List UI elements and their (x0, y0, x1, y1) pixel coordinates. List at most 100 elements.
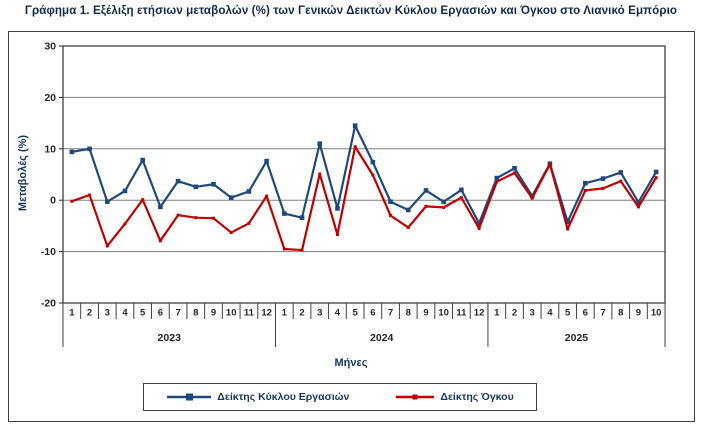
legend-label-turnover: Δείκτης Κύκλου Εργασιών (217, 391, 350, 403)
data-point-marker (583, 188, 587, 192)
series-line-volume (71, 145, 658, 252)
month-tick-label: 5 (140, 308, 146, 319)
year-label: 2024 (370, 332, 394, 344)
data-point-marker (459, 196, 463, 200)
data-point-marker (353, 145, 357, 149)
data-point-marker (282, 211, 287, 216)
data-point-marker (476, 221, 482, 226)
data-point-marker (123, 222, 127, 226)
x-axis-title: Μήνες (334, 357, 368, 369)
data-point-marker (158, 239, 162, 243)
plot-border (62, 45, 666, 304)
data-point-marker (565, 219, 570, 225)
y-tick-label: 10 (44, 143, 56, 155)
month-tick-label: 12 (261, 308, 272, 319)
data-point-marker (371, 173, 375, 177)
data-point-marker (424, 204, 428, 208)
month-tick-label: 9 (211, 308, 216, 319)
y-axis-title: Μεταβολές (%) (17, 134, 29, 212)
data-point-marker (211, 181, 216, 187)
volume-line-marker-icon (396, 394, 435, 400)
data-point-marker (193, 184, 199, 190)
year-label: 2025 (565, 332, 589, 344)
data-point-marker (318, 172, 322, 176)
data-point-marker (389, 214, 393, 218)
data-point-marker (566, 227, 570, 231)
data-point-marker (299, 215, 305, 220)
data-point-marker (619, 179, 623, 183)
data-point-marker (176, 213, 180, 217)
month-tick-label: 9 (636, 308, 641, 319)
data-point-marker (423, 188, 429, 193)
month-tick-label: 10 (438, 308, 449, 319)
month-tick-label: 10 (651, 308, 662, 319)
data-point-marker (104, 199, 110, 205)
data-point-marker (265, 194, 269, 198)
data-point-marker (441, 199, 446, 205)
data-point-marker (122, 188, 128, 194)
month-tick-label: 8 (618, 308, 623, 319)
month-tick-label: 5 (352, 308, 358, 319)
data-point-marker (442, 205, 446, 209)
data-point-marker (175, 178, 181, 184)
data-point-marker (70, 199, 74, 203)
month-tick-label: 1 (69, 308, 75, 319)
legend-box: Δείκτης Κύκλου Εργασιών Δείκτης Όγκου (143, 383, 537, 411)
month-tick-label: 11 (456, 308, 467, 319)
data-point-marker (459, 187, 464, 193)
month-tick-label: 1 (282, 308, 288, 319)
data-point-marker (229, 231, 233, 235)
data-point-marker (388, 199, 393, 205)
data-point-marker (405, 207, 411, 213)
data-point-marker (636, 205, 640, 209)
data-point-marker (317, 141, 323, 146)
data-point-marker (105, 244, 109, 248)
month-tick-label: 2 (299, 308, 304, 319)
data-point-marker (495, 180, 499, 184)
data-point-marker (352, 123, 358, 128)
legend-entry-volume: Δείκτης Όγκου (395, 391, 514, 403)
data-point-marker (654, 176, 658, 180)
data-point-marker (140, 157, 145, 163)
month-tick-label: 10 (226, 308, 237, 319)
y-tick-label: 30 (44, 41, 56, 53)
data-point-marker (494, 175, 500, 181)
data-point-marker (583, 180, 588, 186)
data-point-marker (300, 248, 304, 252)
data-point-marker (600, 176, 606, 181)
data-point-marker (636, 199, 641, 205)
data-point-marker (87, 146, 92, 152)
y-tick-label: 20 (44, 92, 56, 104)
turnover-line-marker-icon (167, 393, 212, 401)
month-tick-label: 7 (175, 308, 180, 319)
month-tick-label: 3 (105, 308, 110, 319)
data-point-marker (335, 233, 339, 237)
month-tick-label: 7 (600, 308, 605, 319)
data-point-marker (212, 216, 215, 220)
data-point-marker (477, 226, 481, 230)
month-tick-label: 2 (87, 308, 92, 319)
data-point-marker (530, 196, 534, 200)
data-point-marker (618, 170, 624, 175)
chart-title: Γράφημα 1. Εξέλιξη ετήσιων μεταβολών (%)… (24, 4, 678, 17)
legend-entry-turnover: Δείκτης Κύκλου Εργασιών (166, 391, 349, 403)
data-point-marker (69, 149, 75, 155)
month-tick-label: 6 (583, 308, 588, 319)
data-point-marker (264, 158, 269, 164)
data-point-marker (370, 159, 376, 165)
y-tick-label: -20 (41, 298, 56, 310)
year-label: 2023 (158, 332, 182, 344)
data-point-marker (246, 189, 252, 194)
data-point-marker (512, 166, 517, 171)
month-tick-label: 2 (512, 308, 517, 319)
data-point-marker (88, 193, 92, 197)
y-tick-label: 0 (50, 195, 56, 207)
month-tick-label: 6 (158, 308, 163, 319)
month-tick-label: 1 (494, 308, 500, 319)
y-tick-label: -10 (41, 246, 56, 258)
legend-label-volume: Δείκτης Όγκου (440, 391, 514, 403)
data-point-marker (282, 247, 286, 251)
data-point-marker (513, 171, 516, 175)
month-tick-label: 8 (193, 308, 198, 319)
